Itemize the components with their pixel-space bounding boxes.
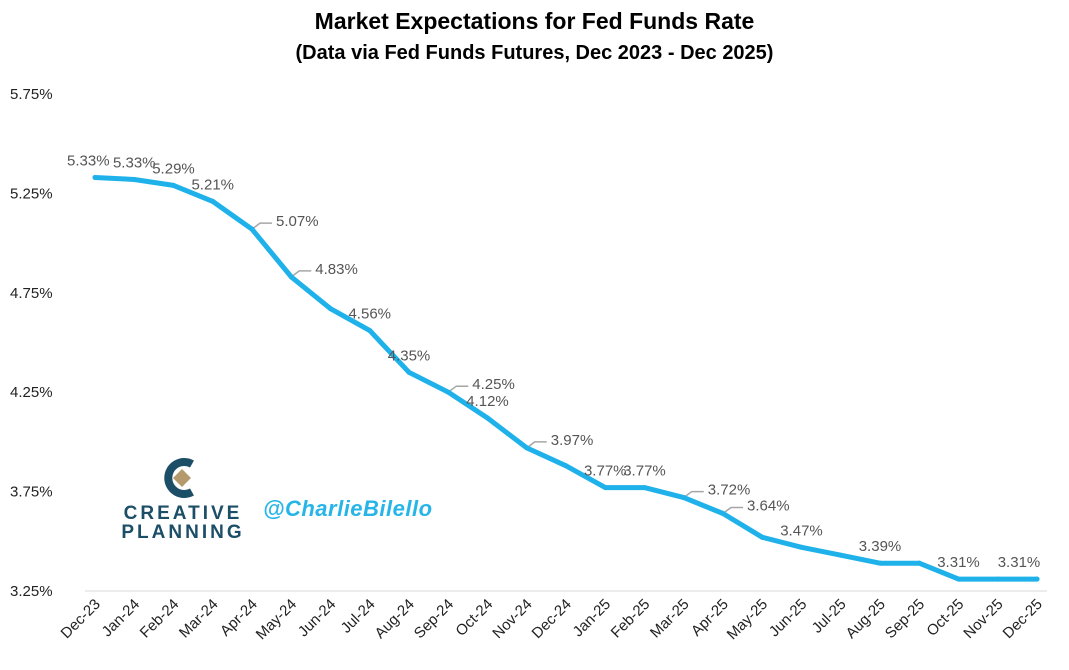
label-leader-lines [251,222,743,515]
data-label: 4.56% [348,306,391,323]
data-point [406,369,412,375]
x-tick-label: Jan-25 [570,596,614,640]
x-tick-label: Dec-25 [1000,596,1046,642]
data-point [916,560,922,566]
label-leader-line [526,441,547,449]
label-leader-line [447,385,469,393]
x-tick-label: May-25 [724,596,771,643]
x-tick-label: Aug-24 [372,596,418,642]
y-tick-label: 4.25% [10,384,53,401]
data-point [1034,576,1040,582]
data-label: 3.77% [623,463,666,480]
data-label: 5.33% [67,152,110,169]
x-tick-label: Mar-25 [647,596,693,642]
chart-subtitle: (Data via Fed Funds Futures, Dec 2023 - … [295,42,774,64]
data-label: 5.33% [113,154,156,171]
x-axis: Dec-23Jan-24Feb-24Mar-24Apr-24May-24Jun-… [58,590,1047,643]
x-tick-label: Nov-25 [960,596,1006,642]
data-label: 5.07% [276,213,319,230]
label-leader-line [251,222,272,230]
data-label: 3.31% [937,554,980,571]
data-point [720,510,726,516]
label-leader-line [683,490,704,499]
data-point [877,560,883,566]
logo-text-creative: CREATIVE [123,503,243,524]
data-point [445,389,451,395]
y-tick-label: 3.25% [10,583,53,600]
data-point [92,174,98,180]
x-tick-label: Dec-23 [58,596,104,642]
creative-planning-logo: CREATIVE PLANNING [118,458,248,548]
chart-title: Market Expectations for Fed Funds Rate [314,8,755,34]
y-tick-label: 5.25% [10,185,53,202]
data-point [956,576,961,582]
author-handle: @CharlieBilello [263,496,433,521]
x-tick-label: May-24 [253,596,300,643]
data-point [602,485,608,491]
data-point [681,495,687,501]
data-label: 3.39% [859,538,902,555]
data-label: 3.72% [708,482,751,499]
data-point [210,198,216,204]
y-axis: 3.25% 3.75% 4.25% 4.75% 5.25% 5.75% [10,86,53,600]
x-tick-label: Feb-24 [137,596,183,642]
data-point [799,544,804,550]
y-tick-label: 3.75% [10,484,53,501]
x-tick-label: Sep-25 [882,596,928,642]
data-label: 3.31% [998,554,1041,571]
logo-mark-icon [164,458,194,498]
data-label: 3.47% [780,522,823,539]
x-tick-label: Oct-25 [923,596,967,640]
data-point [563,463,569,469]
x-tick-label: Nov-24 [489,596,535,642]
data-label: 4.35% [388,347,431,364]
data-label: 4.25% [472,376,515,393]
data-point [367,328,373,334]
data-point [759,534,765,540]
x-tick-label: Jan-24 [99,596,143,640]
label-leader-line [722,506,743,515]
data-point [642,485,647,491]
x-tick-label: Feb-25 [608,596,654,642]
data-label: 3.64% [747,497,790,514]
data-point [288,274,294,280]
data-labels: 5.33% 5.33%5.29%5.21%5.07%4.83%4.56%4.35%… [67,152,1040,571]
data-label: 4.83% [315,261,358,278]
data-point [171,182,176,188]
data-label: 4.12% [466,393,509,410]
x-tick-label: Sep-24 [411,596,457,642]
data-label: 3.97% [551,432,594,449]
y-tick-label: 4.75% [10,285,53,302]
x-tick-label: Jun-24 [295,596,339,640]
data-label: 5.21% [191,176,234,193]
data-point [131,176,137,182]
x-tick-label: Jun-25 [766,596,810,640]
data-point [838,552,844,558]
x-tick-label: Mar-24 [176,596,222,642]
data-point [328,306,333,312]
label-leader-line [290,270,312,278]
x-tick-label: Oct-24 [452,596,496,640]
data-label: 3.77% [584,463,627,480]
data-point [524,445,530,451]
data-label: 5.29% [152,160,195,177]
data-point [995,576,1001,582]
x-tick-label: Aug-25 [843,596,889,642]
logo-text-planning: PLANNING [121,522,245,543]
y-tick-label: 5.75% [10,86,53,103]
series-layer [92,174,1040,582]
x-tick-label: Dec-24 [529,596,575,642]
data-point [485,415,490,421]
data-point [249,226,255,232]
